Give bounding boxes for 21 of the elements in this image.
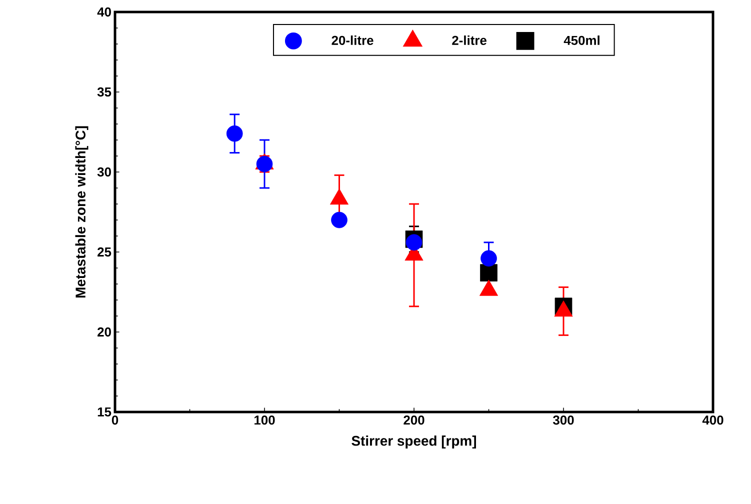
point bbox=[226, 125, 243, 142]
point bbox=[480, 250, 497, 267]
y-axis-title: Metastable zone width[°C] bbox=[75, 126, 88, 298]
legend-label: 450ml bbox=[564, 35, 600, 45]
point bbox=[406, 234, 422, 251]
y-tick-label: 30 bbox=[97, 167, 111, 177]
y-tick-label: 25 bbox=[98, 247, 112, 257]
y-tick-label: 40 bbox=[97, 7, 111, 17]
x-tick-label: 0 bbox=[112, 416, 118, 425]
point bbox=[331, 212, 348, 228]
legend-label: 20-litre bbox=[332, 35, 374, 45]
x-tick-label: 200 bbox=[404, 416, 424, 425]
x-tick-label: 100 bbox=[254, 416, 275, 425]
x-tick-label: 400 bbox=[702, 416, 724, 425]
x-axis-title: Stirrer speed [rpm] bbox=[352, 436, 476, 449]
y-tick-label: 35 bbox=[97, 87, 112, 97]
x-tick-label: 300 bbox=[553, 416, 574, 425]
point bbox=[480, 264, 498, 282]
y-tick-label: 15 bbox=[98, 407, 112, 416]
y-tick-label: 20 bbox=[98, 327, 111, 337]
legend-label: 2-litre bbox=[452, 35, 486, 45]
